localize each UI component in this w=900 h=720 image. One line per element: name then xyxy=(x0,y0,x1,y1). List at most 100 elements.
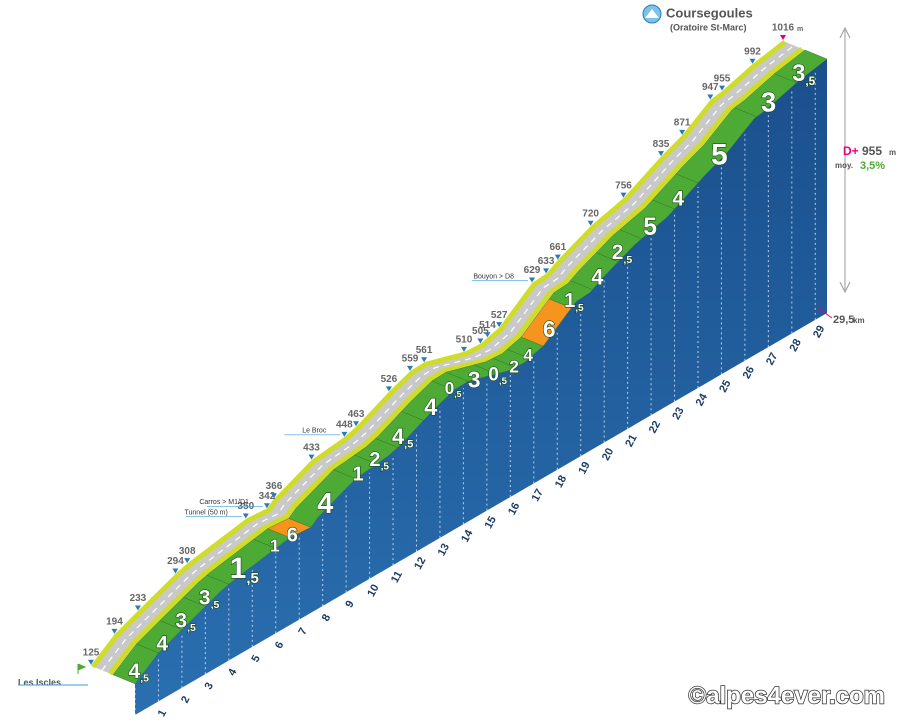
altitude-marker xyxy=(496,322,503,328)
altitude-label: 505 xyxy=(472,326,489,337)
altitude-marker xyxy=(484,332,491,338)
gradient-segment xyxy=(774,49,828,83)
gain-unit: m xyxy=(889,148,896,157)
altitude-marker xyxy=(780,35,786,40)
altitude-label: 835 xyxy=(653,139,670,150)
distance-unit: km xyxy=(853,316,865,325)
km-tick-label: 13 xyxy=(436,542,452,558)
gradient-label: 3,5 xyxy=(792,61,815,88)
gradient-label: 2 xyxy=(509,356,519,376)
altitude-label: 661 xyxy=(549,242,566,253)
km-tick-label: 20 xyxy=(600,446,616,462)
altitude-label: 947 xyxy=(702,82,719,93)
altitude-marker xyxy=(707,94,714,100)
gradient-label: 4 xyxy=(424,395,438,421)
km-tick-label: 27 xyxy=(764,351,780,367)
km-tick-label: 16 xyxy=(506,501,522,517)
altitude-marker xyxy=(620,192,627,198)
distance-line xyxy=(817,307,833,319)
profile-face xyxy=(135,59,827,715)
km-tick-label: 12 xyxy=(412,555,428,571)
km-tick-label: 19 xyxy=(576,460,592,476)
altitude-label: 992 xyxy=(744,46,761,57)
altitude-label: 194 xyxy=(106,617,123,628)
summit-name: Coursegoules xyxy=(666,5,753,20)
altitude-marker xyxy=(477,338,484,344)
altitude-label: 433 xyxy=(303,442,320,453)
gradient-label-decimal: ,5 xyxy=(575,302,584,313)
altitude-marker xyxy=(184,558,191,564)
annotation: Le Broc xyxy=(302,428,327,435)
altitude-label: 720 xyxy=(582,208,599,219)
altitude-label: 342 xyxy=(259,491,276,502)
gain-label: D+ xyxy=(843,144,859,158)
altitude-marker xyxy=(353,421,360,427)
gradient-label: 4 xyxy=(672,187,684,210)
km-tick-label: 26 xyxy=(741,364,757,380)
altitude-marker xyxy=(719,85,726,91)
km-tick-label: 28 xyxy=(788,337,804,353)
summit-icon-mountain xyxy=(645,9,659,18)
gradient-label-decimal: ,5 xyxy=(140,672,149,684)
gradient-label-decimal: ,5 xyxy=(187,622,196,634)
gradient-label: 6 xyxy=(287,525,298,547)
altitude-marker xyxy=(172,568,179,574)
altitude-label: 633 xyxy=(538,256,555,267)
gradient-label: 1,5 xyxy=(230,552,259,587)
profile-layer: 0123456789101112131415161718192021222324… xyxy=(83,23,828,719)
gradient-label: 1 xyxy=(352,464,363,486)
altitude-label: 125 xyxy=(83,647,100,658)
altitude-marker xyxy=(88,659,94,665)
gradient-label: 4 xyxy=(523,345,533,365)
altitude-marker xyxy=(554,254,561,260)
altitude-marker xyxy=(263,503,270,509)
gradient-label-decimal: ,5 xyxy=(499,376,508,387)
altitude-label: 514 xyxy=(479,320,496,331)
altitude-label: 561 xyxy=(416,345,433,356)
altitude-label: 233 xyxy=(130,593,147,604)
altitude-marker xyxy=(658,151,665,157)
annotation: Tunnel (50 m) xyxy=(185,509,228,516)
km-tick-label: 10 xyxy=(365,582,381,598)
altitude-label: 448 xyxy=(336,419,353,430)
altitude-marker xyxy=(749,58,756,64)
gradient-label-decimal: ,5 xyxy=(623,254,632,266)
km-tick-label: 5 xyxy=(249,653,262,664)
altitude-marker xyxy=(111,628,118,634)
gain-arrow-heads xyxy=(839,26,851,294)
km-tick-label: 23 xyxy=(670,405,686,421)
gradient-label: 4 xyxy=(156,633,168,656)
altitude-marker xyxy=(460,346,467,352)
altitude-marker xyxy=(341,431,348,437)
km-tick-label: 2 xyxy=(179,694,192,705)
altitude-label: 350 xyxy=(237,501,254,512)
altitude-label: 463 xyxy=(348,409,365,420)
annotation: Bouyon > D8 xyxy=(473,273,514,280)
average-value: 3,5% xyxy=(860,160,885,172)
altitude-marker xyxy=(587,220,594,226)
altitude-label: 526 xyxy=(381,374,398,385)
start-name: Les Iscles xyxy=(18,677,61,687)
gain-value: 955 xyxy=(862,144,882,158)
altitude-marker xyxy=(270,493,277,499)
altitude-label: 366 xyxy=(266,481,283,492)
gradient-label: 3 xyxy=(468,367,481,393)
altitude-unit: m xyxy=(797,26,803,33)
annotation: Carros > M1/D1 xyxy=(199,499,249,506)
altitude-label: 1016 xyxy=(772,23,795,34)
km-tick-label: 29 xyxy=(811,324,827,340)
km-tick-label: 21 xyxy=(623,433,639,449)
km-tick-label: 9 xyxy=(343,599,356,610)
altitude-label: 527 xyxy=(491,310,508,321)
altitude-marker xyxy=(385,386,392,392)
gradient-label: 5 xyxy=(711,138,728,171)
km-tick-label: 3 xyxy=(203,681,216,692)
gradient-label: 1 xyxy=(270,536,280,556)
km-tick-label: 6 xyxy=(273,640,286,651)
road-center-line xyxy=(101,45,795,671)
km-tick-label: 22 xyxy=(647,419,663,435)
altitude-marker xyxy=(543,268,550,274)
altitude-marker xyxy=(242,513,249,519)
km-tick-label: 17 xyxy=(530,487,546,503)
